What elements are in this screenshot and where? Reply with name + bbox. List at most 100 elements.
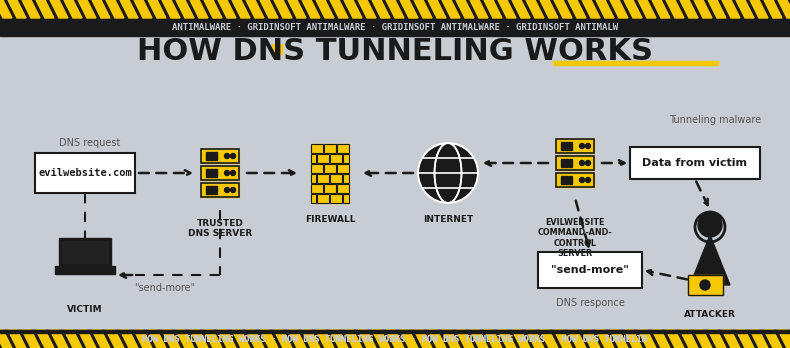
Polygon shape — [358, 330, 376, 348]
Circle shape — [231, 153, 235, 158]
Polygon shape — [92, 0, 110, 18]
Bar — [688, 275, 723, 295]
Polygon shape — [316, 0, 334, 18]
Polygon shape — [652, 0, 670, 18]
Polygon shape — [386, 0, 404, 18]
Polygon shape — [120, 0, 138, 18]
Circle shape — [224, 188, 230, 192]
Polygon shape — [134, 0, 152, 18]
Bar — [201, 166, 239, 180]
Bar — [311, 164, 323, 173]
Polygon shape — [470, 330, 488, 348]
Polygon shape — [778, 0, 790, 18]
Polygon shape — [428, 0, 446, 18]
Bar — [330, 153, 342, 163]
Text: DNS request: DNS request — [59, 138, 121, 148]
Polygon shape — [372, 330, 390, 348]
Polygon shape — [526, 0, 544, 18]
Bar — [330, 193, 342, 203]
Bar — [311, 174, 316, 182]
Polygon shape — [162, 0, 180, 18]
Bar — [0, 330, 790, 348]
Polygon shape — [512, 330, 530, 348]
Polygon shape — [638, 330, 656, 348]
Bar — [565, 176, 567, 184]
Circle shape — [231, 188, 235, 192]
Polygon shape — [358, 0, 376, 18]
Bar — [569, 159, 571, 167]
Circle shape — [224, 153, 230, 158]
Circle shape — [224, 171, 230, 175]
Bar — [311, 143, 323, 152]
Bar — [565, 142, 567, 150]
Bar — [311, 153, 316, 163]
Polygon shape — [344, 330, 362, 348]
Bar — [688, 275, 723, 295]
Bar — [311, 143, 323, 152]
Text: HOW DNS TUNNELING WORKS · HOW DNS TUNNELING WORKS · HOW DNS TUNNELING WORKS · HO: HOW DNS TUNNELING WORKS · HOW DNS TUNNEL… — [142, 334, 648, 343]
Polygon shape — [106, 330, 124, 348]
Polygon shape — [736, 330, 754, 348]
Text: Tunneling malware: Tunneling malware — [669, 115, 761, 125]
Bar — [556, 139, 594, 153]
Polygon shape — [78, 330, 96, 348]
Bar — [337, 164, 349, 173]
Bar — [569, 176, 571, 184]
Polygon shape — [232, 330, 250, 348]
Circle shape — [580, 160, 585, 166]
Polygon shape — [8, 330, 26, 348]
Bar — [201, 149, 239, 163]
Polygon shape — [148, 330, 166, 348]
Text: ATTACKER: ATTACKER — [684, 310, 736, 319]
Polygon shape — [134, 330, 152, 348]
Polygon shape — [50, 330, 68, 348]
Circle shape — [231, 171, 235, 175]
Polygon shape — [330, 0, 348, 18]
FancyBboxPatch shape — [35, 153, 135, 193]
Polygon shape — [470, 0, 488, 18]
Polygon shape — [764, 330, 782, 348]
Polygon shape — [106, 0, 124, 18]
Polygon shape — [708, 330, 726, 348]
Polygon shape — [372, 0, 390, 18]
Polygon shape — [568, 330, 586, 348]
Bar — [561, 142, 563, 150]
Polygon shape — [302, 330, 320, 348]
Polygon shape — [190, 330, 208, 348]
Polygon shape — [120, 330, 138, 348]
Circle shape — [585, 160, 590, 166]
Bar — [206, 169, 209, 177]
Bar — [343, 193, 349, 203]
Bar — [561, 176, 563, 184]
Bar — [206, 152, 209, 160]
Polygon shape — [596, 0, 614, 18]
Bar — [214, 169, 216, 177]
Polygon shape — [0, 0, 12, 18]
Polygon shape — [680, 330, 698, 348]
Polygon shape — [624, 330, 642, 348]
Bar — [201, 149, 239, 163]
Polygon shape — [456, 0, 474, 18]
Bar — [311, 193, 316, 203]
Polygon shape — [246, 330, 264, 348]
Polygon shape — [400, 330, 418, 348]
Polygon shape — [414, 330, 432, 348]
Text: evilwebsite.com: evilwebsite.com — [38, 168, 132, 178]
Polygon shape — [64, 330, 82, 348]
Polygon shape — [582, 330, 600, 348]
Polygon shape — [232, 0, 250, 18]
Bar — [565, 159, 567, 167]
Circle shape — [418, 143, 478, 203]
Bar — [317, 174, 329, 182]
Polygon shape — [274, 330, 292, 348]
Bar — [343, 153, 349, 163]
Bar — [0, 330, 790, 333]
Bar — [330, 174, 342, 182]
Bar — [201, 183, 239, 197]
Bar — [210, 186, 213, 194]
Polygon shape — [64, 0, 82, 18]
Circle shape — [698, 213, 722, 237]
Bar — [317, 193, 329, 203]
Bar — [324, 164, 336, 173]
Polygon shape — [162, 330, 180, 348]
